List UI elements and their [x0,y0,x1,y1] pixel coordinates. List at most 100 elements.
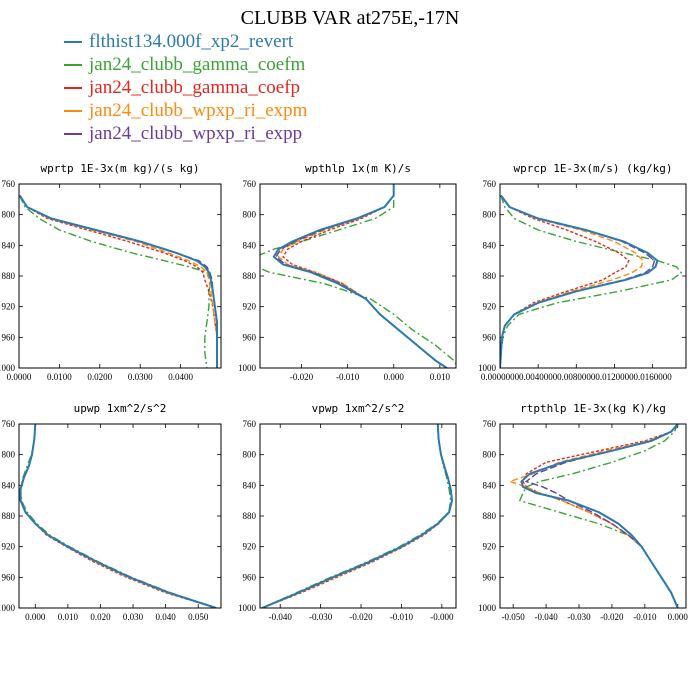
x-tick-label: -0.010 [633,612,657,622]
series-line [19,424,217,608]
y-tick-label: 960 [483,332,497,342]
legend-swatch [64,63,82,66]
legend-label: jan24_clubb_wpxp_ri_expp [89,123,303,144]
x-tick-label: -0.050 [502,612,526,622]
y-tick-label: 800 [243,210,257,220]
series-line [19,195,212,368]
x-tick-label: 0.010 [430,372,451,382]
legend-swatch [64,109,82,112]
y-tick-label: 920 [2,302,16,312]
y-tick-label: 800 [483,450,497,460]
chart-panel: rtpthlp 1E-3x(kg K)/kg 760 800 840 880 920 960… [478,402,688,622]
x-tick-label: 0.0000 [7,372,32,382]
y-tick-label: 800 [483,210,497,220]
y-tick-label: 840 [2,240,16,250]
x-tick-label: 0.0080000 [557,372,596,382]
series-line [261,424,453,608]
x-tick-label: -0.000 [430,612,454,622]
legend-swatch [64,86,82,89]
y-tick-label: 840 [483,240,497,250]
panel-title: rtpthlp 1E-3x(kg K)/kg [520,402,666,415]
x-tick-label: 0.000 [25,612,46,622]
y-tick-label: 880 [483,271,497,281]
y-tick-label: 920 [243,302,257,312]
y-tick-label: 920 [2,542,16,552]
y-tick-label: 960 [243,332,257,342]
chart-panel: wpthlp 1x(m K)/s 760 800 840 880 920 960 1000 -0… [238,162,457,382]
plot-frame [18,183,222,369]
y-tick-label: 760 [243,179,257,189]
y-tick-label: 1000 [238,603,257,613]
y-tick-label: 760 [2,419,16,429]
x-tick-label: 0.0200 [87,372,112,382]
plot-frame [18,423,222,609]
series-line [520,424,679,608]
x-tick-label: 0.0100 [47,372,72,382]
y-tick-label: 800 [243,450,257,460]
legend-swatch [64,132,82,135]
series-line [500,195,656,368]
y-tick-label: 1000 [0,363,16,373]
y-tick-label: 960 [2,332,16,342]
x-tick-label: -0.040 [269,612,293,622]
series-line [500,195,683,368]
series-line [19,195,218,368]
series-line [19,194,218,368]
y-tick-label: 800 [2,210,16,220]
x-tick-label: -0.010 [390,612,414,622]
series-line [19,424,217,608]
y-tick-label: 880 [2,511,16,521]
y-tick-label: 960 [483,572,497,582]
y-tick-label: 880 [483,511,497,521]
chart-panel: wprcp 1E-3x(m/s) (kg/kg) 760 800 840 880 920 9… [478,162,687,382]
y-tick-label: 840 [243,240,257,250]
y-tick-label: 920 [483,302,497,312]
y-tick-label: 760 [483,419,497,429]
panel-title: wpthlp 1x(m K)/s [305,162,411,175]
plot-frame [499,423,687,609]
x-tick-label: -0.020 [349,612,373,622]
x-tick-label: 0.010 [58,612,79,622]
series-line [261,424,453,608]
legend-label: jan24_clubb_gamma_coefp [89,77,301,98]
legend-label: flthist134.000f_xp2_revert [89,31,294,52]
plot-frame [499,183,687,369]
series-line [19,424,217,608]
series-line [500,194,659,368]
legend-item: jan24_clubb_gamma_coefm [64,53,307,76]
x-tick-label: 0.030 [123,612,144,622]
panel-title: upwp 1xm^2/s^2 [74,402,167,415]
plot-frame [259,183,457,369]
series-line [19,424,217,608]
series-line [19,195,218,368]
series-line [275,184,448,368]
x-tick-label: -0.020 [290,372,314,382]
y-tick-label: 800 [2,450,16,460]
panel-title: wprtp 1E-3x(m kg)/(s kg) [41,162,200,175]
y-tick-label: 760 [483,179,497,189]
x-tick-label: -0.010 [336,372,360,382]
series-line [261,424,454,608]
legend-swatch [64,40,82,43]
chart-panel: wprtp 1E-3x(m kg)/(s kg) 760 800 840 880 920 9… [0,162,222,382]
x-tick-label: 0.050 [188,612,209,622]
x-tick-label: 0.0000000 [481,372,520,382]
y-tick-label: 760 [243,419,257,429]
legend-item: jan24_clubb_wpxp_ri_expm [64,99,307,122]
x-tick-label: 0.040 [155,612,176,622]
x-tick-label: 0.020 [90,612,111,622]
y-tick-label: 1000 [478,603,497,613]
y-tick-label: 1000 [238,363,257,373]
series-line [19,195,218,368]
series-line [282,184,448,368]
y-tick-label: 840 [2,480,16,490]
y-tick-label: 920 [483,542,497,552]
y-tick-label: 920 [243,542,257,552]
series-line [261,424,453,608]
y-tick-label: 1000 [478,363,497,373]
y-tick-label: 880 [243,511,257,521]
series-line [260,184,456,366]
panel-title: wprcp 1E-3x(m/s) (kg/kg) [514,162,673,175]
legend-label: jan24_clubb_gamma_coefm [89,54,306,75]
